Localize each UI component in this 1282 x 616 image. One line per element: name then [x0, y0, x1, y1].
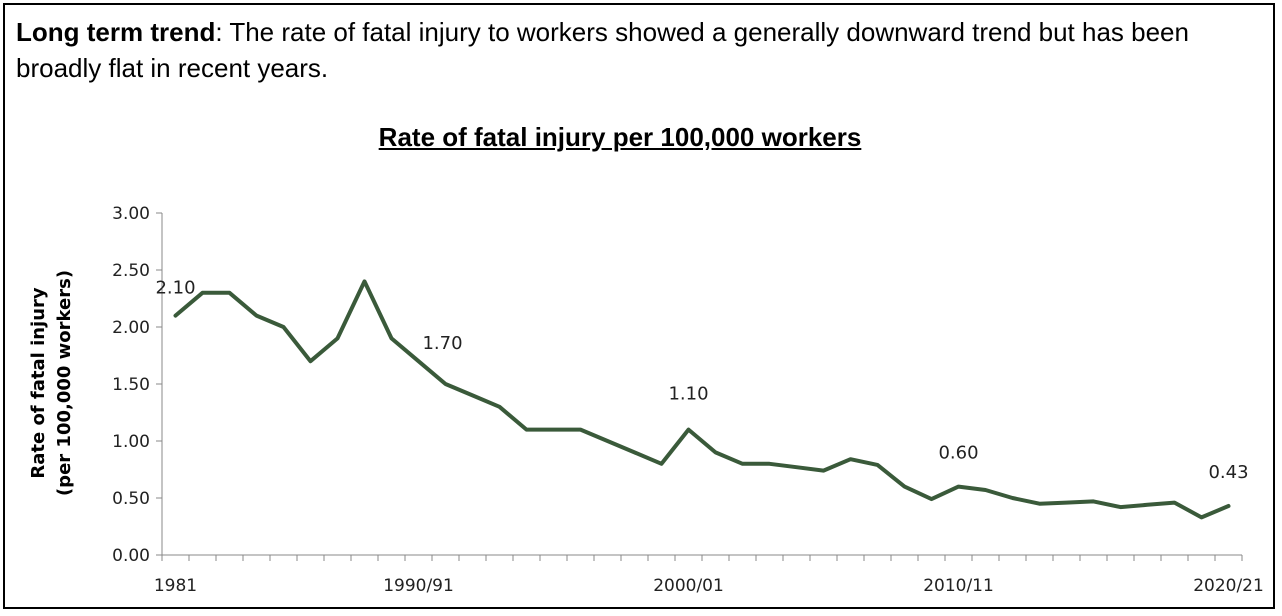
- data-label: 1.70: [422, 333, 462, 354]
- y-axis-label-line1: Rate of fatal injury: [28, 287, 49, 479]
- intro-rest: : The rate of fatal injury to workers sh…: [16, 17, 1189, 83]
- y-tick-label: 3.00: [112, 204, 150, 224]
- x-tick-label: 1990/91: [383, 576, 454, 596]
- x-tick-label: 2010/11: [923, 576, 994, 596]
- x-ticks: 1981 1990/91 2000/01 2010/11 2020/21: [154, 555, 1264, 596]
- data-label: 0.60: [938, 443, 978, 464]
- data-label: 2.10: [155, 278, 195, 299]
- y-tick-label: 1.00: [112, 432, 150, 452]
- intro-bold: Long term trend: [16, 17, 216, 47]
- chart-title: Rate of fatal injury per 100,000 workers: [378, 122, 862, 152]
- x-tick-label: 2000/01: [653, 576, 724, 596]
- data-labels: 2.10 1.70 1.10 0.60 0.43: [155, 278, 1248, 483]
- y-tick-label: 1.50: [112, 375, 150, 395]
- series: [173, 279, 1231, 520]
- x-tick-label: 2020/21: [1193, 576, 1264, 596]
- intro-text: Long term trend: The rate of fatal injur…: [16, 14, 1256, 86]
- y-ticks: 0.00 0.50 1.00 1.50 2.00 2.50 3.00: [112, 204, 162, 566]
- y-axis-label-line2: (per 100,000 workers): [54, 270, 75, 496]
- y-tick-label: 2.50: [112, 261, 150, 281]
- x-tick-label: 1981: [154, 576, 197, 596]
- data-label: 1.10: [668, 384, 708, 405]
- data-label: 0.43: [1208, 462, 1248, 483]
- y-axis-label: Rate of fatal injury (per 100,000 worker…: [28, 270, 75, 496]
- series-line: [173, 279, 1231, 520]
- y-tick-label: 0.00: [112, 546, 150, 566]
- y-tick-label: 2.00: [112, 318, 150, 338]
- figure-frame: [3, 3, 1275, 609]
- y-tick-label: 0.50: [112, 489, 150, 509]
